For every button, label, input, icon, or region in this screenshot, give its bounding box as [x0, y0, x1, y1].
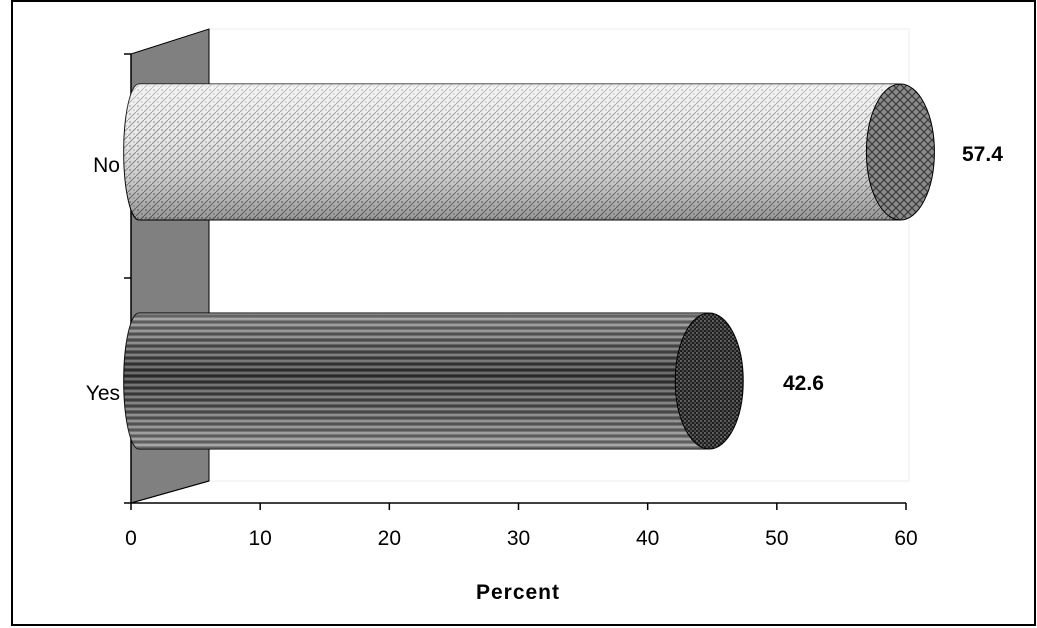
category-label-no: No: [93, 154, 120, 177]
x-tick-label: 10: [248, 527, 271, 550]
bar-yes-end-cap: [674, 312, 744, 450]
data-label-no: 57.4: [962, 143, 1003, 166]
x-tick-label: 20: [378, 527, 401, 550]
x-tick-label: 30: [507, 527, 530, 550]
x-tick-label: 50: [765, 527, 788, 550]
bars: [123, 83, 935, 450]
x-tick-label: 0: [125, 527, 137, 550]
x-tick-label: 40: [636, 527, 659, 550]
bar-no-shading: [123, 84, 901, 220]
x-tick-label: 60: [894, 527, 917, 550]
category-label-yes: Yes: [86, 382, 120, 405]
bar-no: [123, 83, 935, 221]
floor-edge: [130, 480, 210, 504]
x-ticks: 0 10 20 30 40 50 60: [125, 503, 918, 550]
bar-yes-shading: [123, 313, 710, 449]
bar-yes: [123, 312, 744, 450]
x-axis-title: Percent: [476, 581, 560, 604]
data-label-yes: 42.6: [783, 372, 824, 395]
bar-no-end-cap: [865, 83, 935, 221]
